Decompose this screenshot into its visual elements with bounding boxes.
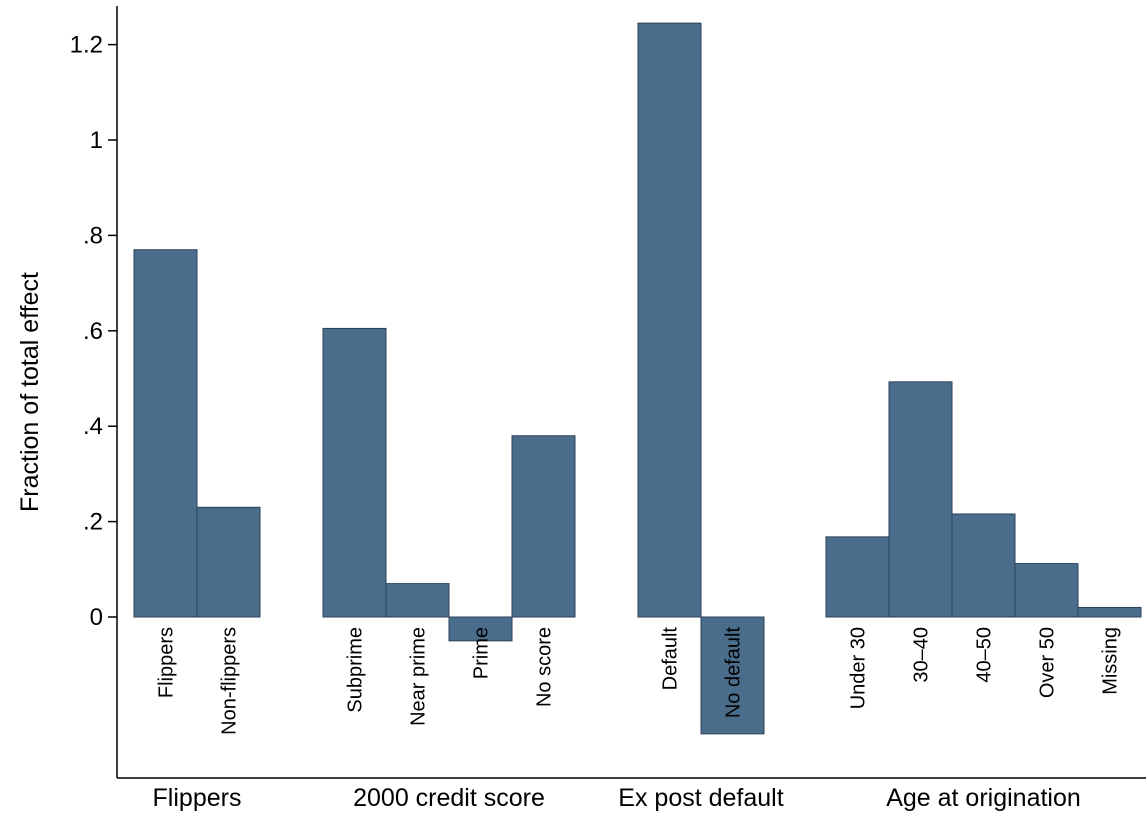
bar-3-4 xyxy=(1077,606,1142,618)
plot-area: 0 .2 .4 .6 .8 1 1.2 Flippers Non-flippers Flipper… xyxy=(70,6,1146,812)
bar-1-2 xyxy=(448,616,513,642)
group-label: Age at origination xyxy=(886,784,1081,812)
bar-3-3 xyxy=(1014,563,1079,618)
category-label: 40–50 xyxy=(974,627,996,683)
group-label: Flippers xyxy=(153,784,242,812)
category-label: Prime xyxy=(471,627,493,679)
bar-3-2 xyxy=(951,513,1016,618)
category-label: Under 30 xyxy=(848,627,870,709)
bar-1-0 xyxy=(322,327,387,618)
bar-1-1 xyxy=(385,583,450,618)
bar-2-0 xyxy=(637,22,702,618)
category-label: Non-flippers xyxy=(219,627,241,735)
category-label: Default xyxy=(660,627,682,691)
category-label: No default xyxy=(723,627,745,719)
y-axis-label: Fraction of total effect xyxy=(16,272,44,512)
y-tick-label: .8 xyxy=(83,222,103,249)
bar-3-1 xyxy=(888,381,953,618)
bar-0-1 xyxy=(196,506,261,618)
group-label: Ex post default xyxy=(618,784,783,812)
category-label: Subprime xyxy=(345,627,367,713)
bar-2-1 xyxy=(700,616,765,735)
group-label: 2000 credit score xyxy=(353,784,545,812)
category-label: Over 50 xyxy=(1037,627,1059,698)
category-label: Flippers xyxy=(156,627,178,698)
y-tick-label: .2 xyxy=(83,509,103,536)
y-tick-label: .6 xyxy=(83,318,103,345)
category-label: Missing xyxy=(1100,627,1122,695)
bar-1-3 xyxy=(511,435,576,618)
category-label: Near prime xyxy=(408,627,430,726)
category-label: 30–40 xyxy=(911,627,933,683)
y-tick-label: 1 xyxy=(90,127,103,154)
category-label: No score xyxy=(534,627,556,707)
y-tick-label: .4 xyxy=(83,413,103,440)
y-tick-label: 1.2 xyxy=(70,32,103,59)
bar-3-0 xyxy=(825,536,890,618)
bar-0-0 xyxy=(133,249,198,618)
y-tick-label: 0 xyxy=(90,604,103,631)
